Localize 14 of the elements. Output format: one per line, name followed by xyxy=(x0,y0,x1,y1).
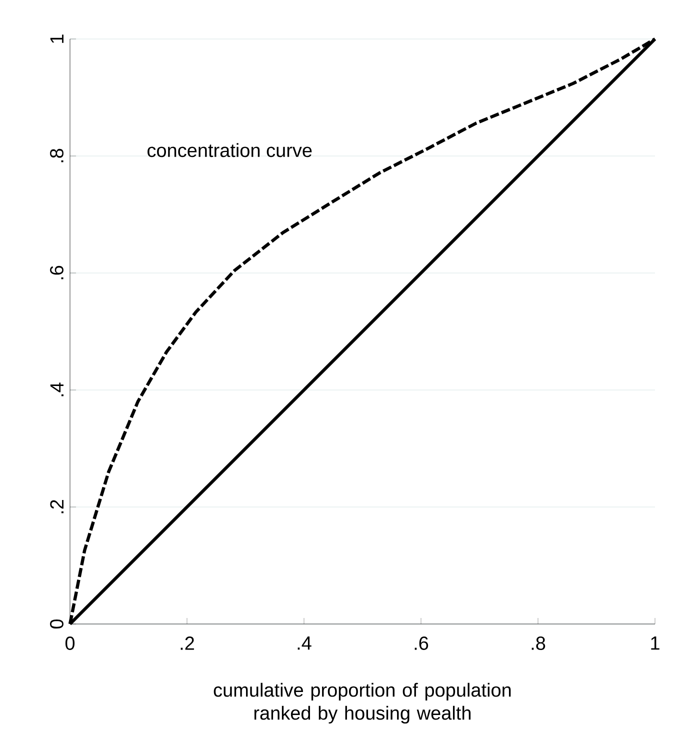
x-axis-title: cumulative proportion of population ranked by housing wealth xyxy=(214,682,511,724)
y-tick-label: .8 xyxy=(50,148,64,162)
x-tick-label: .8 xyxy=(532,636,546,650)
y-tick-label: .2 xyxy=(50,500,64,514)
y-tick-label: .4 xyxy=(50,382,64,396)
y-tick-label: 1 xyxy=(50,34,64,43)
x-tick-label: 1 xyxy=(651,636,660,650)
x-tick-label: 0 xyxy=(65,636,75,650)
y-tick-label: .6 xyxy=(50,266,64,280)
annotation: concentration curve xyxy=(148,143,312,158)
x-tick-label: .6 xyxy=(414,636,428,650)
x-tick-label: .4 xyxy=(298,636,312,650)
y-tick-label: 0 xyxy=(50,619,64,629)
x-tick-label: .2 xyxy=(180,636,194,650)
